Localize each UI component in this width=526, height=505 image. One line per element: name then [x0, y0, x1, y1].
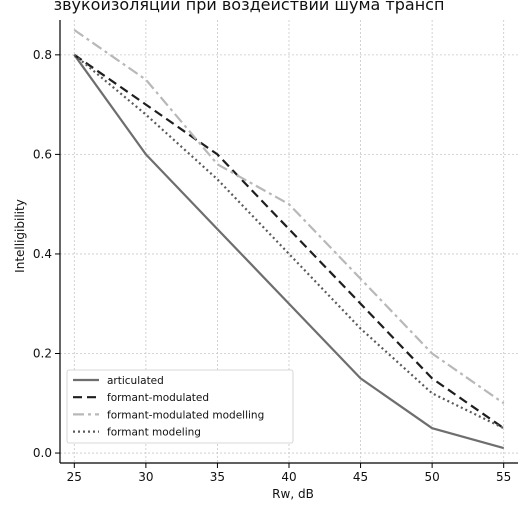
x-axis-label: Rw, dB	[272, 487, 314, 501]
x-tick-label: 30	[138, 470, 153, 484]
y-tick-label: 0.0	[33, 446, 52, 460]
grid-lines	[60, 20, 518, 463]
legend: articulated formant-modulated formant-modu…	[66, 369, 294, 444]
x-tick-label: 55	[496, 470, 511, 484]
x-tick-label: 40	[281, 470, 296, 484]
legend-box	[66, 369, 294, 444]
chart-title: звукоизоляции при воздействии шума транс…	[54, 0, 445, 14]
x-tick-label: 45	[353, 470, 368, 484]
y-tick-label: 0.8	[33, 48, 52, 62]
legend-label: formant-modulated modelling	[107, 409, 264, 421]
y-tick-label: 0.4	[33, 247, 52, 261]
series-line-3	[73, 29, 505, 405]
axes: 25 30 35 40 45 50 55 0.0 0.2 0.4 0.6 0.8	[33, 20, 518, 484]
series-lines	[73, 29, 505, 450]
y-tick-label: 0.2	[33, 346, 52, 360]
y-tick-label: 0.6	[33, 147, 52, 161]
x-tick-label: 35	[210, 470, 225, 484]
y-axis-label: Intelligibility	[13, 199, 27, 273]
legend-label: formant-modulated	[107, 392, 209, 404]
legend-label: formant modeling	[107, 427, 201, 439]
series-line-1	[73, 54, 504, 450]
series-line-2	[73, 53, 505, 430]
legend-label: articulated	[107, 375, 164, 387]
x-tick-label: 50	[424, 470, 439, 484]
x-tick-label: 25	[67, 470, 82, 484]
